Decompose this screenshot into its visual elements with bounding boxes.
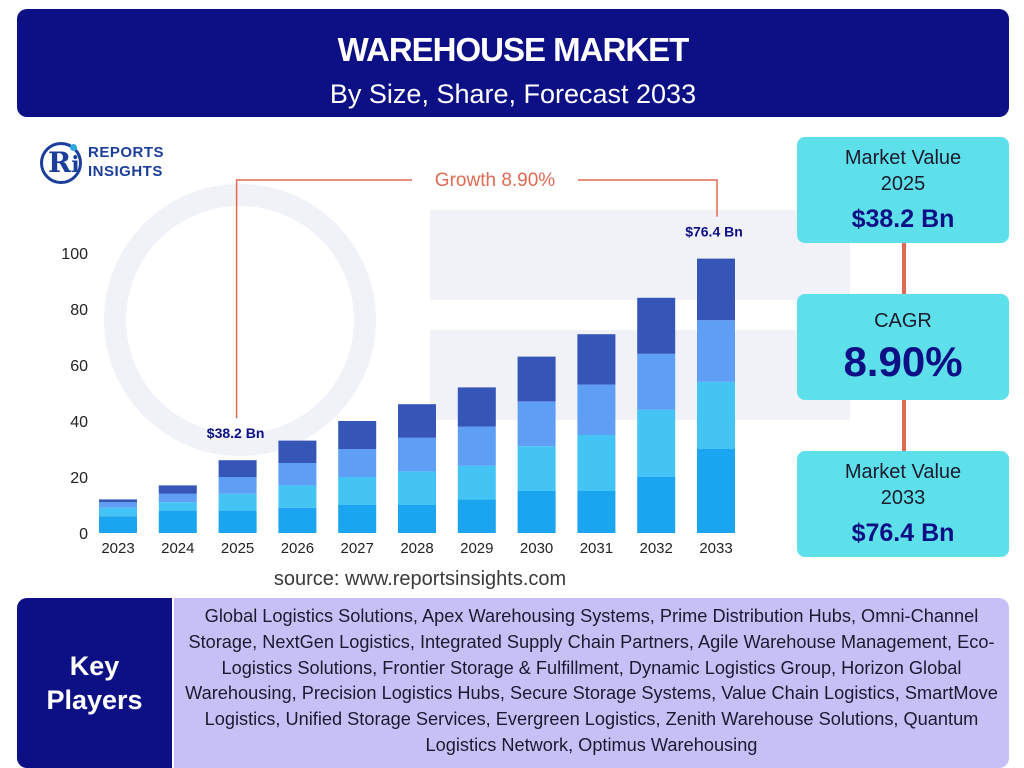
x-tick-label: 2031: [580, 540, 613, 557]
data-label-2025: $38.2 Bn: [207, 425, 265, 441]
market-value-2025-label: Market Value: [844, 147, 962, 169]
x-tick-label: 2027: [341, 540, 374, 557]
company-logo: Ri REPORTS INSIGHTS: [40, 140, 190, 186]
bar-segment-2025-s4: [218, 460, 257, 477]
bar-segment-2033-s2: [697, 381, 735, 449]
page-title: WAREHOUSE MARKET: [337, 31, 690, 68]
x-tick-label: 2024: [161, 540, 194, 557]
page-subtitle: By Size, Share, Forecast 2033: [329, 79, 697, 109]
logo-monogram: Ri: [48, 146, 80, 179]
bar-segment-2031-s3: [577, 384, 616, 435]
bar-segment-2032-s1: [637, 477, 676, 533]
growth-bracket: [235, 179, 718, 419]
market-value-2033-label: Market Value: [844, 461, 962, 483]
bar-segment-2033-s4: [697, 258, 735, 321]
bar-segment-2024-s3: [158, 493, 197, 503]
bar-segment-2026-s1: [278, 507, 317, 533]
header-banner: WAREHOUSE MARKET By Size, Share, Forecas…: [17, 9, 1009, 117]
y-tick-label: 20: [70, 470, 88, 487]
bar-segment-2030-s1: [517, 491, 556, 533]
bar-segment-2027-s2: [338, 477, 377, 505]
x-tick-label: 2030: [520, 540, 553, 557]
x-tick-label: 2026: [281, 540, 314, 557]
market-value-2025-amount: $38.2 Bn: [851, 205, 955, 233]
data-label-2033: $76.4 Bn: [685, 224, 743, 240]
bar-segment-2028-s4: [398, 404, 436, 438]
bar-segment-2026-s2: [278, 485, 317, 508]
cagr-value: 8.90%: [843, 338, 963, 385]
market-value-2025-card: Market Value 2025 $38.2 Bn: [797, 137, 1009, 243]
key-players-heading: Key Players: [17, 598, 172, 768]
bar-segment-2029-s2: [457, 465, 496, 500]
x-tick-label: 2032: [640, 540, 673, 557]
logo-dot-icon: [70, 144, 77, 151]
x-tick-label: 2025: [221, 540, 254, 557]
key-players-list: Global Logistics Solutions, Apex Warehou…: [174, 598, 1009, 768]
x-tick-label: 2029: [460, 540, 493, 557]
y-tick-label: 0: [79, 526, 88, 543]
bar-segment-2032-s3: [637, 353, 676, 410]
market-value-2033-year: 2033: [880, 487, 926, 509]
cagr-label: CAGR: [874, 310, 932, 332]
bar-segment-2031-s4: [577, 334, 616, 385]
bar-segment-2032-s2: [637, 409, 676, 477]
bar-segment-2027-s3: [338, 449, 377, 477]
bar-chart: 0 20 40 60 80 100 2023 2024 2025 2026 2027 2028 2029…: [61, 170, 743, 557]
source-note: source: www.reportsinsights.com: [273, 568, 567, 590]
card-connector: [902, 243, 906, 294]
x-tick-label: 2023: [101, 540, 134, 557]
x-tick-label: 2033: [699, 540, 732, 557]
bar-segment-2026-s3: [278, 463, 317, 486]
key-players-heading-line2: Players: [46, 685, 143, 715]
logo-word-reports: REPORTS: [88, 144, 165, 161]
y-tick-label: 40: [70, 414, 88, 431]
bar-segment-2023-s2: [99, 507, 137, 517]
card-connector: [902, 400, 906, 451]
bar-segment-2028-s1: [398, 505, 436, 533]
growth-label: Growth 8.90%: [435, 170, 555, 191]
bar-segment-2024-s2: [158, 502, 197, 511]
market-value-2033-amount: $76.4 Bn: [851, 519, 955, 547]
bar-segment-2025-s1: [218, 510, 257, 533]
bar-segment-2031-s2: [577, 435, 616, 491]
bar-segment-2028-s2: [398, 471, 436, 505]
bar-segment-2033-s1: [697, 449, 735, 533]
bar-segment-2025-s2: [218, 493, 257, 511]
bar-segment-2023-s3: [99, 502, 137, 508]
bar-segment-2033-s3: [697, 320, 735, 382]
bar-segment-2028-s3: [398, 437, 436, 472]
bar-segment-2023-s1: [99, 516, 137, 533]
y-tick-label: 60: [70, 358, 88, 375]
bar-segment-2026-s4: [278, 440, 317, 463]
bar-segment-2029-s4: [457, 387, 496, 427]
bar-segment-2025-s3: [218, 477, 257, 494]
logo-ring-icon: [40, 142, 82, 184]
y-tick-label: 80: [70, 302, 88, 319]
bar-segment-2030-s4: [517, 356, 556, 402]
bar-segment-2027-s4: [338, 421, 377, 449]
market-value-2033-card: Market Value 2033 $76.4 Bn: [797, 451, 1009, 557]
bar-segment-2023-s4: [99, 499, 137, 503]
bar-segment-2024-s1: [158, 510, 197, 533]
bar-segment-2030-s3: [517, 401, 556, 447]
bar-segment-2032-s4: [637, 297, 676, 354]
bar-segment-2027-s1: [338, 505, 377, 533]
key-players-heading-line1: Key: [69, 651, 120, 681]
bar-segment-2030-s2: [517, 446, 556, 491]
cagr-card: CAGR 8.90%: [797, 294, 1009, 400]
market-value-2025-year: 2025: [880, 173, 926, 195]
bar-segment-2031-s1: [577, 491, 616, 533]
bar-segment-2029-s3: [457, 426, 496, 466]
x-tick-label: 2028: [400, 540, 433, 557]
logo-word-insights: INSIGHTS: [88, 163, 163, 180]
y-tick-label: 100: [61, 246, 88, 263]
bar-segment-2024-s4: [158, 485, 197, 494]
bar-segment-2029-s1: [457, 499, 496, 533]
